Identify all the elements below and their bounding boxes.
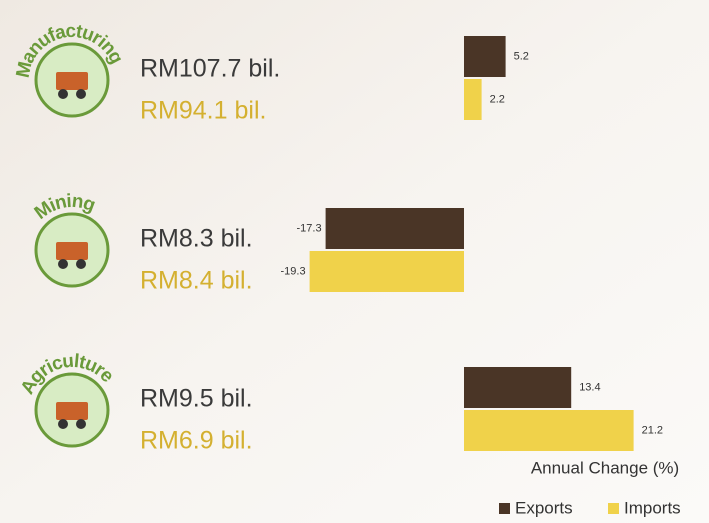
value-label: 13.4 (579, 381, 600, 393)
amount-label: RM107.7 bil. (140, 55, 280, 83)
amount-label: RM9.5 bil. (140, 385, 253, 413)
amount-label: RM8.4 bil. (140, 267, 253, 295)
bar (326, 208, 464, 249)
icon-body (56, 242, 88, 260)
icon-wheel (76, 89, 86, 99)
legend-swatch (608, 503, 619, 514)
value-label: 21.2 (642, 424, 663, 436)
value-label: -17.3 (297, 222, 322, 234)
icon-wheel (58, 259, 68, 269)
chart: ManufacturingRM107.7 bil.5.2RM94.1 bil.2… (0, 0, 709, 523)
value-label: -19.3 (281, 265, 306, 277)
bar (464, 410, 634, 451)
bar (464, 367, 571, 408)
icon-wheel (58, 89, 68, 99)
amount-label: RM94.1 bil. (140, 97, 266, 125)
legend-title: Annual Change (%) (531, 458, 679, 477)
value-label: 2.2 (490, 93, 505, 105)
icon-wheel (76, 419, 86, 429)
legend-label: Imports (624, 498, 681, 517)
legend-label: Exports (515, 498, 573, 517)
bar (464, 36, 506, 77)
bar (464, 79, 482, 120)
bar (310, 251, 464, 292)
icon-wheel (76, 259, 86, 269)
legend-swatch (499, 503, 510, 514)
icon-body (56, 402, 88, 420)
icon-body (56, 72, 88, 90)
icon-wheel (58, 419, 68, 429)
amount-label: RM6.9 bil. (140, 427, 253, 455)
amount-label: RM8.3 bil. (140, 225, 253, 253)
value-label: 5.2 (514, 50, 529, 62)
